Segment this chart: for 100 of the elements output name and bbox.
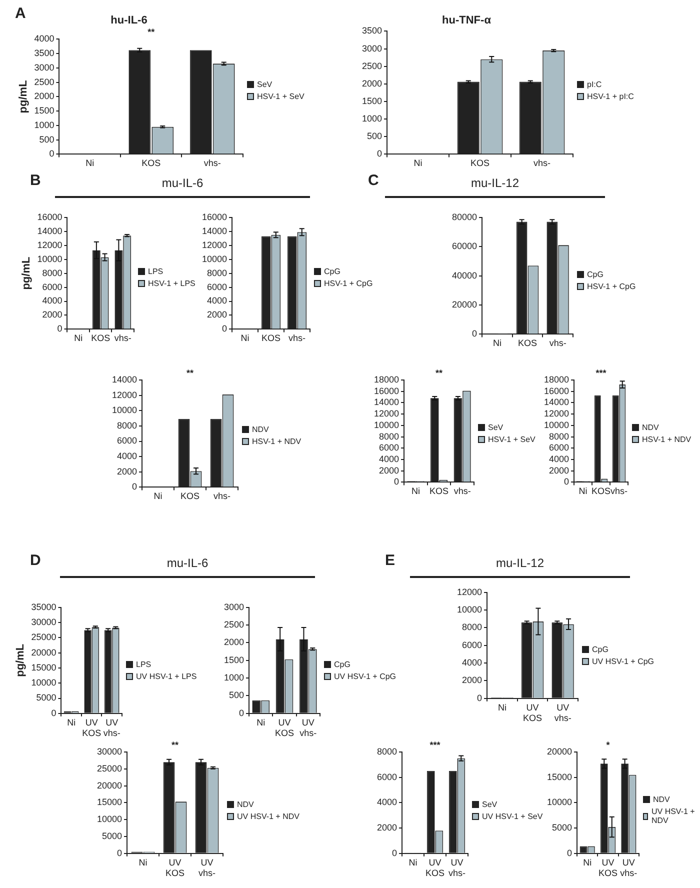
x-tick-label: KOS [592,486,611,496]
y-tick-label: 2000 [206,310,228,320]
y-tick-label: 14000 [112,374,138,384]
legend-label: UV HSV-1 + CpG [592,656,654,666]
y-tick-label: 500 [228,690,244,700]
x-tick-label: Ni [138,857,148,868]
x-tick-label: vhs- [204,158,221,168]
legend-label: HSV-1 + pI:C [587,92,634,100]
text: A [15,5,26,22]
y-tick-label: 2000 [116,466,138,476]
text: mu-IL-12 [385,176,605,198]
y-tick-label: 0 [392,848,398,858]
x-tick-label: vhs- [288,333,306,344]
x-tick-label: Ni [67,717,76,728]
y-tick-label: 15000 [31,662,56,672]
x-tick-label: Ni [240,333,250,344]
y-tick-label: 4000 [462,658,482,668]
text: mu-IL-12 [410,556,630,578]
x-tick-label: KOS [91,333,110,344]
y-tick-label: 4000 [116,451,138,462]
legend-label: SeV [488,422,504,432]
y-tick-label: 10000 [544,420,570,430]
text: ** [186,368,194,378]
y-tick-label: 500 [366,131,382,142]
x-tick-label: UV KOS [426,857,445,878]
x-tick-label: vhs- [610,486,628,496]
y-axis-title: pg/mL [20,256,33,290]
y-tick-label: 500 [39,134,54,144]
y-tick-label: 20000 [452,299,478,310]
y-tick-label: 10000 [37,254,62,264]
x-tick-label: UV KOS [598,857,618,878]
y-tick-label: 6000 [378,442,400,453]
y-tick-label: 1000 [224,672,244,683]
y-tick-label: 1500 [362,96,382,106]
y-tick-label: 6000 [116,436,138,446]
legend-label: CpG [587,270,604,278]
text: ** [172,740,180,750]
y-tick-label: 10000 [546,797,572,808]
y-tick-label: 12000 [112,390,138,400]
y-tick-label: 10000 [374,420,400,430]
legend-label: HSV-1 + CpG [587,282,636,290]
x-tick-label: vhs- [549,338,566,348]
x-tick-label: UV vhs- [620,857,638,878]
y-axis-title: pg/mL [18,80,30,114]
y-tick-label: 3000 [362,43,382,54]
y-tick-label: 4000 [548,454,570,464]
legend-label: UV HSV-1 + NDV [237,812,300,820]
y-tick-label: 10000 [31,678,56,688]
y-tick-label: 2000 [34,91,54,102]
y-tick-label: 5000 [36,692,56,703]
y-tick-label: 6000 [376,772,398,782]
y-tick-label: 14000 [202,226,228,236]
y-tick-label: 10000 [456,604,482,615]
y-tick-label: 8000 [548,431,570,442]
y-tick-label: 2000 [224,637,244,648]
x-tick-label: Ni [411,486,420,496]
y-tick-label: 4000 [42,296,62,306]
x-tick-label: UV KOS [82,717,102,738]
y-tick-label: 12000 [37,240,62,250]
text: mu-IL-6 [60,556,315,578]
legend-label: CpG [334,660,350,668]
y-tick-label: 0 [51,708,56,718]
y-tick-label: 18000 [374,374,400,384]
x-tick-label: Ni [86,158,94,168]
legend-label: UV HSV-1 + SeV [482,812,543,820]
y-tick-label: 12000 [374,408,400,419]
x-tick-label: Ni [74,333,83,344]
legend-label: CpG [592,644,608,654]
y-tick-label: 20000 [31,647,56,658]
y-tick-label: 0 [117,848,122,858]
y-tick-label: 3500 [34,48,54,58]
y-tick-label: 0 [564,476,570,487]
y-tick-label: 40000 [452,270,478,280]
y-tick-label: 0 [49,148,54,159]
y-tick-label: 0 [567,848,572,858]
x-tick-label: KOS [180,491,200,502]
y-tick-label: 6000 [548,442,570,453]
y-tick-label: 4000 [378,454,400,464]
legend-label: pI:C [587,80,602,88]
y-tick-label: 0 [477,692,482,703]
y-axis-title: pg/mL [14,644,27,677]
y-tick-label: 0 [472,328,478,339]
y-tick-label: 2000 [378,465,400,476]
chart-title: hu-IL-6 [110,14,148,27]
y-tick-label: 2500 [224,620,244,630]
y-tick-label: 4000 [34,34,54,44]
legend-label: NDV [642,422,659,432]
y-tick-label: 14000 [374,397,400,408]
y-tick-label: 30000 [31,617,56,628]
y-tick-label: 10000 [202,254,228,264]
x-tick-label: Ni [154,491,162,502]
y-tick-label: 2500 [362,60,382,71]
x-tick-label: vhs- [533,158,551,168]
x-tick-label: vhs- [114,333,132,344]
legend-label: UV HSV-1 + LPS [136,672,197,680]
y-tick-label: 2000 [376,822,398,833]
y-tick-label: 15000 [96,797,122,808]
legend-label: CpG [324,267,340,276]
y-tick-label: 2000 [362,78,382,88]
y-tick-label: 5000 [552,822,572,833]
